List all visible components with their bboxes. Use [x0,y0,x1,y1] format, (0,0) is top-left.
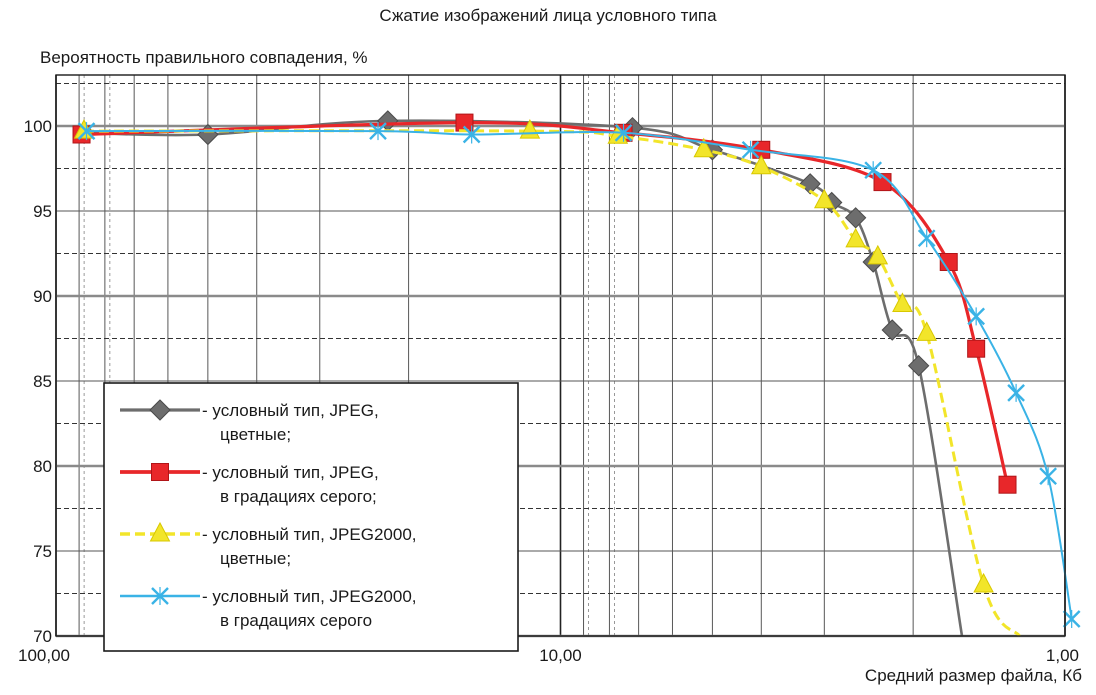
legend-item-4: - условный тип, JPEG2000, в градациях сер… [120,587,417,630]
plot-frame [55,74,1066,637]
y-tick-label: 100 [24,117,52,136]
data-point-triangle [845,227,866,248]
data-point-cross [864,161,883,180]
data-point-diamond [881,319,903,341]
chart-title: Сжатие изображений лица условного типа [379,6,717,25]
legend: - условный тип, JPEG,цветные;- условный … [103,382,519,652]
legend-item-2: - условный тип, JPEG, в градациях серого; [120,463,379,506]
legend-box [103,382,519,652]
y-tick-label: 85 [33,372,52,391]
data-point-triangle [973,572,994,593]
legend-label: в градациях серого [220,611,372,630]
legend-label: - условный тип, JPEG, [202,401,379,420]
y-tick-label: 75 [33,542,52,561]
legend-label: - условный тип, JPEG, [202,463,379,482]
legend-label: в градациях серого; [220,487,377,506]
axes: 70 75 80 85 90 95 100 100,00 10,00 1,00 [18,74,1079,665]
data-point-diamond [197,123,219,146]
y-tick-label: 90 [33,287,52,306]
series-layer [72,110,1081,638]
data-point-cross [1007,383,1025,402]
data-point-triangle [867,244,889,265]
data-point-cross [614,123,633,142]
data-point-cross [917,229,936,248]
legend-label: - условный тип, JPEG2000, [202,587,417,606]
data-point-cross [151,587,169,605]
series-line [86,129,1073,620]
data-point-diamond [844,207,867,229]
x-tick-label: 100,00 [18,646,70,665]
y-axis-label: Вероятность правильного совпадения, % [40,48,368,67]
data-point-triangle [916,321,938,341]
data-point-triangle [149,521,171,542]
data-point-square [151,463,169,481]
data-point-cross [1062,610,1081,628]
data-point-triangle [750,154,772,175]
data-point-square [967,339,986,358]
legend-label: - условный тип, JPEG2000, [202,525,417,544]
data-point-triangle [693,137,715,158]
data-point-triangle [813,188,835,209]
data-point-cross [369,122,387,141]
legend-label: цветные; [220,425,291,444]
x-tick-label: 10,00 [539,646,582,665]
y-tick-label: 80 [33,457,52,476]
data-point-diamond [907,354,930,377]
legend-label: цветные; [220,549,291,568]
data-point-cross [1039,467,1057,486]
data-point-diamond [149,399,171,421]
y-tick-label: 95 [33,202,52,221]
data-point-diamond [799,173,821,195]
data-point-cross [967,307,986,326]
x-tick-label: 1,00 [1046,646,1079,665]
legend-item-3: - условный тип, JPEG2000, цветные; [120,521,417,568]
data-point-cross [77,122,96,141]
data-point-cross [741,140,760,159]
data-point-triangle [892,292,913,312]
data-point-cross [462,125,481,144]
x-axis-label: Средний размер файла, Кб [864,666,1082,685]
legend-item-1: - условный тип, JPEG, цветные; [120,399,379,444]
series-4 [77,122,1081,628]
y-tick-label: 70 [33,627,52,646]
data-point-square [998,475,1017,494]
